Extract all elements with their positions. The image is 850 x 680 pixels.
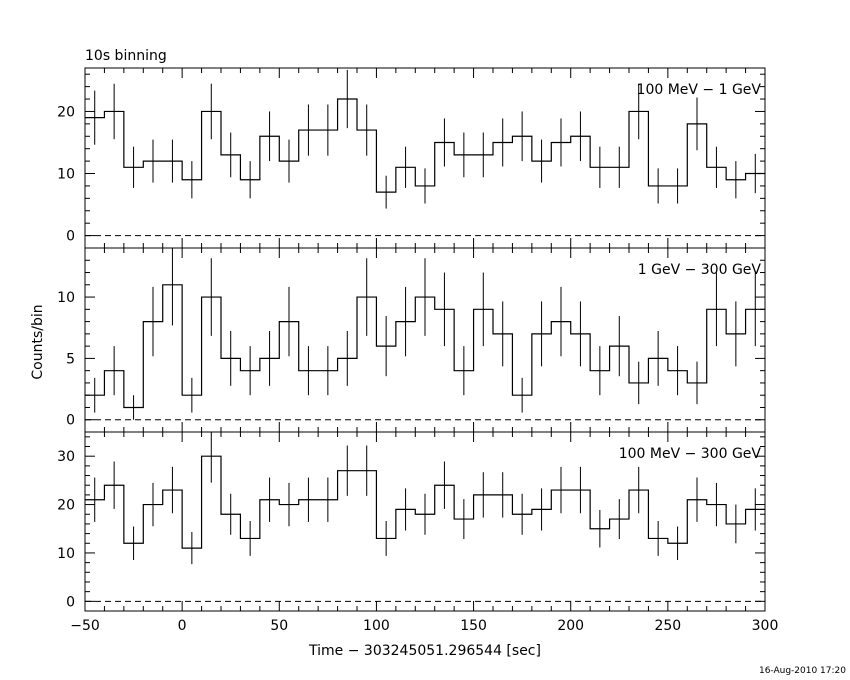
y-tick-label: 30 <box>57 449 75 465</box>
y-tick-label: 20 <box>57 498 75 514</box>
y-tick-label: 20 <box>57 104 75 120</box>
x-tick-label: 150 <box>460 618 487 634</box>
x-tick-label: −50 <box>70 618 100 634</box>
y-tick-label: 10 <box>57 167 75 183</box>
y-tick-label: 0 <box>66 229 75 245</box>
x-tick-label: 50 <box>270 618 288 634</box>
x-tick-label: 300 <box>752 618 779 634</box>
y-axis-label: Counts/bin <box>30 304 46 379</box>
panel-frame <box>84 431 766 612</box>
binning-label: 10s binning <box>85 48 167 64</box>
x-tick-label: 0 <box>178 618 187 634</box>
energy-band-label: 1 GeV − 300 GeV <box>638 262 762 278</box>
energy-band-label: 100 MeV − 300 GeV <box>619 446 762 462</box>
y-tick-label: 10 <box>57 546 75 562</box>
histogram-series <box>85 455 765 549</box>
x-tick-label: 100 <box>363 618 390 634</box>
histogram-series <box>85 98 765 193</box>
panel-2: 0 5 10 1 GeV − 300 GeV <box>57 247 766 433</box>
panel-3: 0 10 20 30 −50 0 50 100 150 200 250 300 100 MeV − 30… <box>57 431 779 634</box>
x-tick-label: 250 <box>654 618 681 634</box>
x-tick-label: 200 <box>557 618 584 634</box>
y-tick-label: 5 <box>66 351 75 367</box>
panel-1: 0 10 20 100 MeV − 1 GeV <box>57 67 766 249</box>
y-tick-label: 0 <box>66 594 75 610</box>
histogram-series <box>85 284 765 409</box>
energy-band-label: 100 MeV − 1 GeV <box>637 82 762 98</box>
y-tick-label: 0 <box>66 413 75 429</box>
timestamp-label: 16-Aug-2010 17:20 <box>759 666 846 676</box>
x-axis-label: Time − 303245051.296544 [sec] <box>308 643 541 659</box>
y-tick-label: 10 <box>57 290 75 306</box>
